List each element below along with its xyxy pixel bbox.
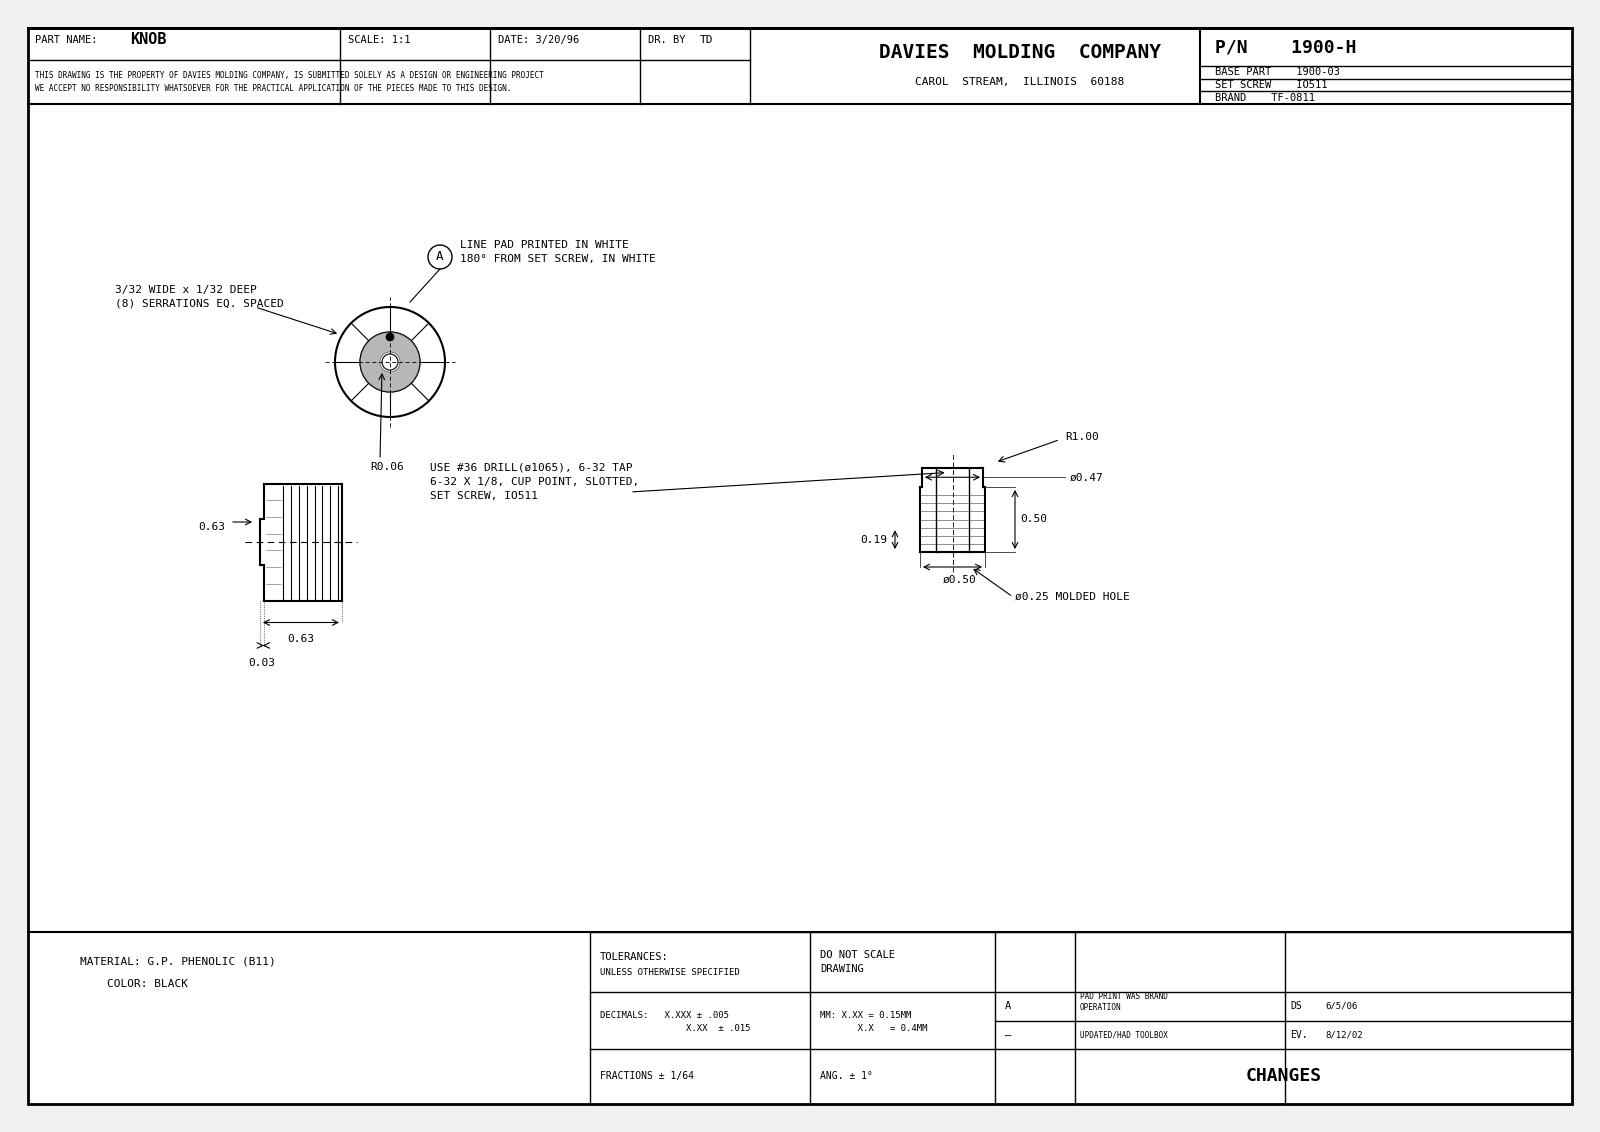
Text: R0.06: R0.06: [370, 462, 403, 472]
Text: UPDATED/HAD TOOLBOX: UPDATED/HAD TOOLBOX: [1080, 1030, 1168, 1039]
Wedge shape: [360, 332, 419, 392]
Text: 0.03: 0.03: [248, 658, 275, 668]
Text: BRAND    TF-0811: BRAND TF-0811: [1214, 93, 1315, 103]
Text: P/N    1900-H: P/N 1900-H: [1214, 38, 1357, 55]
Text: COLOR: BLACK: COLOR: BLACK: [80, 979, 189, 989]
Text: BASE PART    1900-03: BASE PART 1900-03: [1214, 67, 1341, 77]
Text: R1.00: R1.00: [1066, 432, 1099, 443]
Text: 0.50: 0.50: [1021, 515, 1046, 524]
Text: ø0.47: ø0.47: [1070, 472, 1104, 482]
Text: ø0.25 MOLDED HOLE: ø0.25 MOLDED HOLE: [1014, 592, 1130, 602]
Text: SET SCREW    IO511: SET SCREW IO511: [1214, 80, 1328, 91]
Text: TD: TD: [701, 35, 714, 45]
Circle shape: [386, 333, 394, 341]
Text: X.XX  ± .015: X.XX ± .015: [600, 1024, 750, 1034]
Text: DR. BY: DR. BY: [648, 35, 685, 45]
Text: DAVIES  MOLDING  COMPANY: DAVIES MOLDING COMPANY: [878, 43, 1162, 61]
Text: THIS DRAWING IS THE PROPERTY OF DAVIES MOLDING COMPANY, IS SUBMITTED SOLELY AS A: THIS DRAWING IS THE PROPERTY OF DAVIES M…: [35, 71, 544, 93]
Text: 8/12/02: 8/12/02: [1325, 1030, 1363, 1039]
Text: 0.63: 0.63: [288, 635, 315, 644]
Text: ANG. ± 1°: ANG. ± 1°: [819, 1072, 874, 1081]
Text: CHANGES: CHANGES: [1245, 1067, 1322, 1086]
Text: USE #36 DRILL(ø1065), 6-32 TAP
6-32 X 1/8, CUP POINT, SLOTTED,
SET SCREW, IO511: USE #36 DRILL(ø1065), 6-32 TAP 6-32 X 1/…: [430, 463, 640, 501]
Text: EV.: EV.: [1290, 1030, 1307, 1040]
Text: 0.19: 0.19: [861, 534, 886, 544]
Text: DECIMALS:   X.XXX ± .005: DECIMALS: X.XXX ± .005: [600, 1011, 730, 1020]
Text: DS: DS: [1290, 1002, 1302, 1011]
Text: SCALE: 1:1: SCALE: 1:1: [349, 35, 411, 45]
Text: 0.63: 0.63: [198, 522, 226, 532]
Text: X.X   = 0.4MM: X.X = 0.4MM: [819, 1024, 928, 1034]
Bar: [590, 932, 1571, 1104]
Text: MM: X.XX = 0.15MM: MM: X.XX = 0.15MM: [819, 1011, 912, 1020]
Text: UNLESS OTHERWISE SPECIFIED: UNLESS OTHERWISE SPECIFIED: [600, 968, 739, 977]
Text: –: –: [1005, 1030, 1011, 1040]
Text: 3/32 WIDE x 1/32 DEEP
(8) SERRATIONS EQ. SPACED: 3/32 WIDE x 1/32 DEEP (8) SERRATIONS EQ.…: [115, 285, 283, 309]
Text: DO NOT SCALE
DRAWING: DO NOT SCALE DRAWING: [819, 950, 894, 975]
Text: PAD PRINT WAS BRAND
OPERATION: PAD PRINT WAS BRAND OPERATION: [1080, 993, 1168, 1012]
Text: KNOB: KNOB: [130, 33, 166, 48]
Text: 6/5/06: 6/5/06: [1325, 1002, 1357, 1011]
Text: A: A: [437, 250, 443, 264]
Text: FRACTIONS ± 1/64: FRACTIONS ± 1/64: [600, 1072, 694, 1081]
Text: MATERIAL: G.P. PHENOLIC (B11): MATERIAL: G.P. PHENOLIC (B11): [80, 957, 275, 967]
Text: LINE PAD PRINTED IN WHITE
180° FROM SET SCREW, IN WHITE: LINE PAD PRINTED IN WHITE 180° FROM SET …: [461, 240, 656, 264]
Text: CAROL  STREAM,  ILLINOIS  60188: CAROL STREAM, ILLINOIS 60188: [915, 77, 1125, 87]
Text: TOLERANCES:: TOLERANCES:: [600, 952, 669, 962]
Text: ø0.50: ø0.50: [942, 575, 976, 585]
Text: PART NAME:: PART NAME:: [35, 35, 98, 45]
Text: A: A: [1005, 1002, 1011, 1011]
Text: DATE: 3/20/96: DATE: 3/20/96: [498, 35, 579, 45]
